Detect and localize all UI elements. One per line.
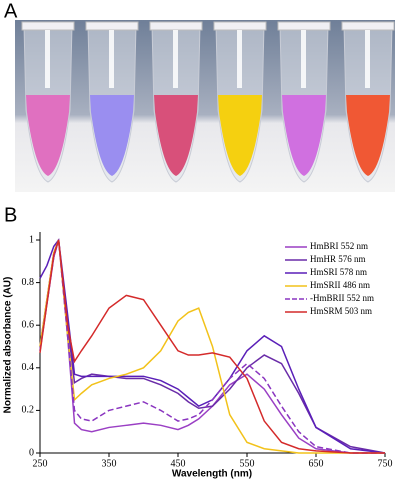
tube-liquid (346, 95, 390, 176)
tube-rim (21, 21, 75, 31)
x-tick-label: 750 (378, 458, 393, 469)
tube-highlight (173, 30, 178, 88)
tube-highlight (45, 30, 50, 88)
y-tick-label: 0 (29, 447, 34, 458)
tube-rim (149, 21, 203, 31)
tube-liquid (26, 95, 70, 176)
legend-label: -HmBRII 552 nm (310, 293, 374, 303)
tube-rim (85, 21, 139, 31)
x-axis-label: Wavelength (nm) (172, 469, 252, 480)
series-line (39, 238, 386, 454)
tube-liquid (154, 95, 198, 176)
y-tick-label: 0.6 (22, 319, 35, 330)
legend-label: HmSRI 578 nm (310, 267, 367, 277)
legend-label: HmBRI 552 nm (310, 241, 368, 251)
legend-label: HmSRM 503 nm (310, 306, 372, 316)
y-tick-label: 0.2 (22, 405, 35, 416)
series-line (39, 239, 385, 454)
y-axis-label: Normalized absorbance (AU) (3, 277, 14, 414)
x-tick-label: 650 (309, 458, 324, 469)
tube-liquid (90, 95, 134, 176)
tube-highlight (301, 30, 306, 88)
series-line (39, 239, 385, 454)
x-tick-label: 250 (33, 458, 48, 469)
tube-highlight (109, 30, 114, 88)
photo (15, 20, 395, 192)
y-tick-label: 0.4 (22, 362, 35, 373)
panel-label: B (4, 204, 17, 226)
tube-rim (277, 21, 331, 31)
legend-label: HmHR 576 nm (310, 254, 366, 264)
legend-label: HmSRII 486 nm (310, 280, 370, 290)
tube-rim (341, 21, 395, 31)
y-tick-label: 0.8 (22, 277, 35, 288)
panel-label: A (4, 0, 18, 22)
x-tick-label: 350 (102, 458, 117, 469)
y-tick-label: 1 (29, 234, 34, 245)
x-tick-label: 450 (171, 458, 186, 469)
tube-rim (213, 21, 267, 31)
tube-liquid (218, 95, 262, 176)
tube-highlight (365, 30, 370, 88)
x-tick-label: 550 (240, 458, 255, 469)
tube-liquid (282, 95, 326, 176)
tube-highlight (237, 30, 242, 88)
